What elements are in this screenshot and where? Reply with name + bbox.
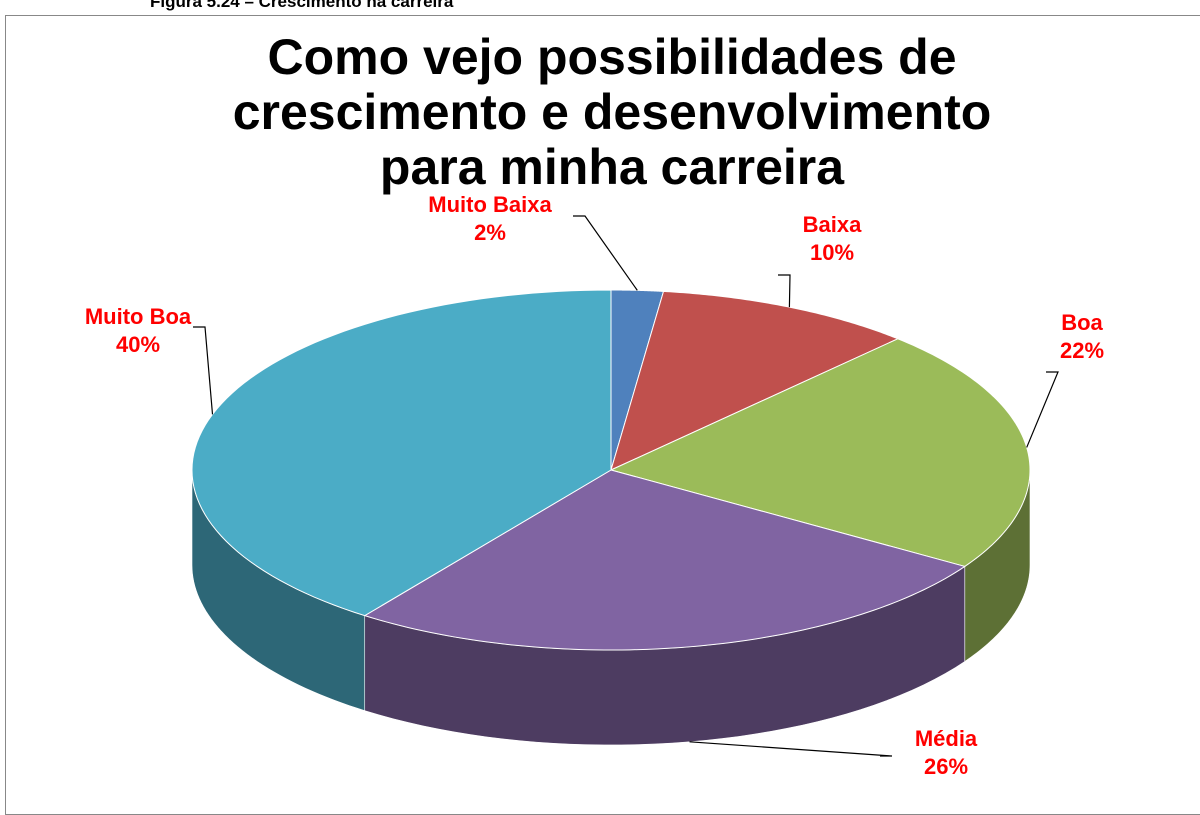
- slice: [191, 289, 612, 617]
- figure-caption: Figura 5.24 – Crescimento na carreira: [150, 0, 454, 11]
- data-label-value: 26%: [924, 754, 968, 779]
- data-label-name: Baixa: [803, 212, 862, 237]
- leader-line: [689, 741, 893, 757]
- data-label-value: 10%: [810, 240, 854, 265]
- leader-line: [778, 274, 791, 308]
- data-label-name: Muito Baixa: [428, 192, 552, 217]
- slice: [363, 469, 966, 651]
- chart-title: Como vejo possibilidades de crescimento …: [232, 29, 992, 195]
- leader-line: [573, 215, 638, 291]
- chart: Muito Baixa 2% Baixa 10% Boa 22% Média 26% Muito…: [85, 192, 1104, 779]
- page: Figura 5.24 – Crescimento na carreira Mu…: [5, 0, 1200, 815]
- data-label-value: 40%: [116, 332, 160, 357]
- data-label-name: Boa: [1061, 310, 1103, 335]
- data-label-value: 22%: [1060, 338, 1104, 363]
- data-label-name: Média: [915, 726, 978, 751]
- data-label-value: 2%: [474, 220, 506, 245]
- leader-line: [193, 326, 214, 415]
- data-label-name: Muito Boa: [85, 304, 192, 329]
- leader-line: [1026, 371, 1059, 448]
